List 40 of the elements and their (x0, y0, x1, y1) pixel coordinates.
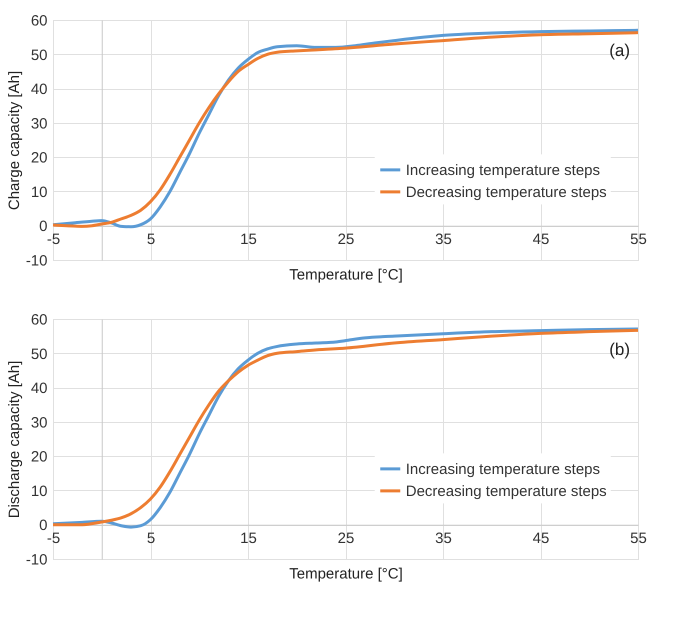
annotation: (a) (609, 41, 630, 60)
y-tick-label: 10 (30, 482, 48, 500)
y-tick-label: 0 (39, 517, 48, 534)
x-tick-label: 35 (435, 530, 452, 548)
x-tick-label: 5 (146, 530, 156, 548)
legend-label: Decreasing temperature steps (406, 184, 607, 201)
x-axis-title: Temperature [°C] (289, 266, 403, 284)
x-axis-title: Temperature [°C] (289, 566, 403, 582)
x-tick-label: 5 (146, 231, 156, 248)
x-tick-label: 55 (630, 530, 647, 548)
x-tick-label: 45 (532, 530, 550, 548)
y-tick-label: 10 (30, 184, 48, 201)
annotation: (b) (609, 340, 630, 360)
y-tick-label: 60 (30, 12, 48, 30)
x-tick-label: 15 (240, 530, 257, 548)
y-tick-label: -10 (26, 552, 48, 568)
y-tick-label: 60 (30, 312, 48, 328)
y-axis-title: Charge capacity [Ah] (6, 70, 23, 210)
y-tick-label: 50 (30, 346, 48, 363)
x-tick-label: 15 (240, 231, 257, 248)
y-tick-label: 30 (30, 115, 48, 132)
x-tick-label: 55 (630, 231, 647, 248)
x-tick-label: 35 (435, 231, 452, 248)
y-tick-label: 20 (30, 448, 48, 466)
x-tick-label: 25 (338, 231, 354, 248)
legend-label: Increasing temperature steps (406, 162, 600, 179)
y-axis-title: Discharge capacity [Ah] (6, 360, 23, 518)
x-tick-label: 45 (532, 231, 550, 248)
y-tick-label: 30 (30, 414, 48, 432)
legend-label: Decreasing temperature steps (406, 482, 607, 500)
y-tick-label: 20 (30, 150, 48, 167)
x-tick-label: -5 (46, 530, 60, 548)
legend-label: Increasing temperature steps (406, 460, 600, 478)
y-tick-label: -10 (26, 252, 48, 270)
y-tick-label: 40 (30, 81, 48, 98)
y-tick-label: 50 (30, 46, 48, 64)
x-tick-label: 25 (338, 530, 354, 548)
y-tick-label: 0 (39, 218, 48, 236)
x-tick-label: -5 (46, 231, 60, 248)
y-tick-label: 40 (30, 380, 48, 398)
